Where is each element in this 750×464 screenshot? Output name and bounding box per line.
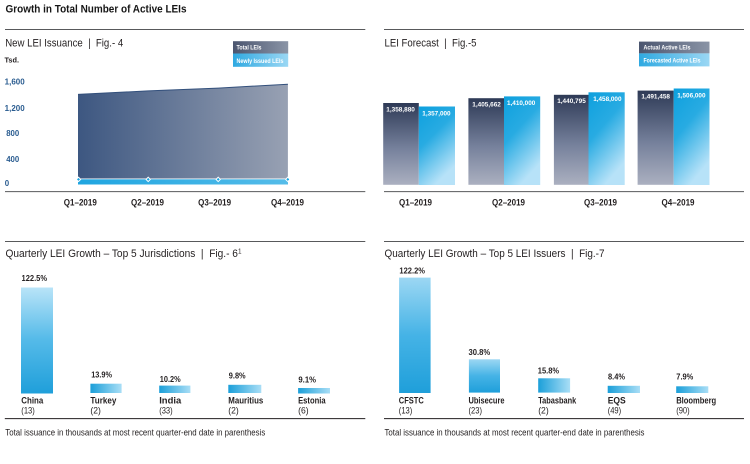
svg-text:Mauritius: Mauritius — [228, 396, 263, 407]
svg-text:Q1–2019: Q1–2019 — [399, 197, 432, 208]
svg-text:10.2%: 10.2% — [160, 374, 181, 384]
svg-text:(2): (2) — [538, 406, 549, 417]
svg-text:1,491,458: 1,491,458 — [641, 94, 670, 101]
svg-text:1,440,795: 1,440,795 — [557, 98, 586, 105]
svg-text:Forecasted Active LEIs: Forecasted Active LEIs — [644, 57, 701, 64]
svg-text:Actual Active LEIs: Actual Active LEIs — [644, 45, 691, 52]
svg-text:15.8%: 15.8% — [538, 365, 560, 375]
svg-text:(13): (13) — [21, 406, 35, 417]
svg-text:800: 800 — [6, 129, 20, 138]
svg-text:1,358,880: 1,358,880 — [386, 107, 415, 114]
svg-text:Q4–2019: Q4–2019 — [271, 197, 304, 208]
svg-text:Q2–2019: Q2–2019 — [492, 197, 525, 208]
svg-text:Q2–2019: Q2–2019 — [131, 197, 164, 208]
svg-text:7.9%: 7.9% — [676, 372, 693, 382]
svg-text:Q3–2019: Q3–2019 — [198, 197, 231, 208]
svg-text:30.8%: 30.8% — [469, 347, 491, 357]
svg-text:LEI Forecast | Fig.-5: LEI Forecast | Fig.-5 — [385, 37, 477, 49]
svg-text:(90): (90) — [676, 406, 690, 417]
svg-text:1,458,000: 1,458,000 — [593, 96, 621, 103]
svg-text:New LEI Issuance | Fig.- 4: New LEI Issuance | Fig.- 4 — [5, 37, 123, 49]
svg-text:India: India — [159, 396, 182, 407]
svg-text:1,357,000: 1,357,000 — [422, 110, 450, 117]
svg-text:Total issuance in thousands at: Total issuance in thousands at most rece… — [5, 427, 265, 437]
svg-text:Q4–2019: Q4–2019 — [662, 197, 695, 208]
svg-text:Total issuance in thousands at: Total issuance in thousands at most rece… — [385, 427, 645, 437]
svg-text:8.4%: 8.4% — [608, 372, 625, 382]
svg-text:400: 400 — [6, 155, 20, 164]
svg-text:Quarterly LEI Growth – Top 5 J: Quarterly LEI Growth – Top 5 Jurisdictio… — [6, 248, 242, 260]
svg-text:(13): (13) — [399, 406, 413, 417]
svg-text:(33): (33) — [159, 406, 173, 417]
svg-text:Tabasbank: Tabasbank — [538, 396, 577, 407]
svg-text:(49): (49) — [608, 406, 622, 417]
svg-text:1,600: 1,600 — [5, 77, 26, 86]
svg-text:Total LEIs: Total LEIs — [237, 45, 262, 52]
svg-text:13.9%: 13.9% — [91, 370, 112, 380]
svg-text:(2): (2) — [228, 406, 239, 417]
svg-text:CFSTC: CFSTC — [399, 396, 424, 407]
svg-text:(6): (6) — [298, 406, 309, 417]
svg-text:Quarterly LEI Growth – Top 5 L: Quarterly LEI Growth – Top 5 LEI Issuers… — [385, 248, 605, 260]
svg-text:(23): (23) — [469, 406, 483, 417]
svg-text:Q1–2019: Q1–2019 — [64, 197, 97, 208]
svg-text:1,200: 1,200 — [5, 104, 26, 113]
svg-text:Ubisecure: Ubisecure — [469, 396, 505, 407]
svg-text:(2): (2) — [90, 406, 101, 417]
svg-text:1,506,000: 1,506,000 — [677, 92, 705, 99]
svg-text:Tsd.: Tsd. — [5, 55, 20, 64]
svg-text:0: 0 — [5, 179, 10, 188]
svg-text:122.5%: 122.5% — [22, 273, 48, 283]
svg-text:Estonia: Estonia — [298, 396, 326, 407]
svg-text:1,410,000: 1,410,000 — [507, 100, 535, 107]
svg-text:China: China — [21, 396, 44, 407]
svg-text:Newly Issued LEIs: Newly Issued LEIs — [237, 58, 284, 65]
svg-text:Bloomberg: Bloomberg — [676, 396, 716, 407]
svg-text:Growth in Total Number of Acti: Growth in Total Number of Active LEIs — [6, 4, 187, 16]
svg-text:Q3–2019: Q3–2019 — [584, 197, 617, 208]
svg-text:Turkey: Turkey — [90, 396, 117, 407]
svg-text:122.2%: 122.2% — [399, 266, 425, 276]
svg-text:9.8%: 9.8% — [229, 371, 246, 381]
svg-text:9.1%: 9.1% — [298, 375, 316, 385]
svg-text:1,405,662: 1,405,662 — [472, 101, 501, 108]
svg-text:EQS: EQS — [608, 396, 626, 407]
